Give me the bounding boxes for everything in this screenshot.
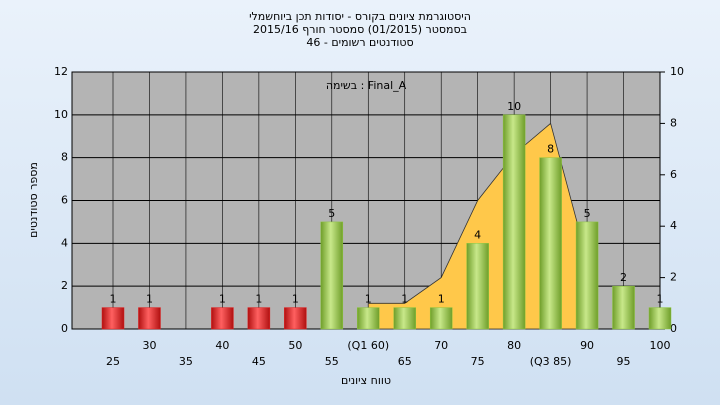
bar xyxy=(138,307,161,330)
x-tick-label: 25 xyxy=(106,355,120,368)
data-label: 2 xyxy=(620,271,627,284)
y-tick-label: 4 xyxy=(61,236,68,249)
chart-subtitle: סטודנטים רשומים - 46 xyxy=(306,36,413,49)
data-label: 1 xyxy=(110,293,117,306)
bar xyxy=(284,307,307,330)
x-tick-label: 65 xyxy=(398,355,412,368)
x-tick-label: 30 xyxy=(142,339,156,352)
bar xyxy=(320,221,344,330)
annotation: בשימה : Final_A xyxy=(326,79,407,92)
y2-tick-label: 10 xyxy=(670,65,684,78)
data-label: 5 xyxy=(328,207,335,220)
data-label: 1 xyxy=(255,293,262,306)
x-tick-label: 90 xyxy=(580,339,594,352)
data-label: 1 xyxy=(401,293,408,306)
data-label: 1 xyxy=(365,293,372,306)
y-tick-label: 8 xyxy=(61,151,68,164)
bar xyxy=(429,307,453,330)
bar xyxy=(575,221,599,330)
bar xyxy=(393,307,416,330)
data-label: 8 xyxy=(547,143,554,156)
x-tick-label: (Q1 60) xyxy=(347,339,389,352)
bar xyxy=(357,307,380,330)
bar xyxy=(247,307,271,330)
data-label: 10 xyxy=(507,100,521,113)
chart-subtitle: בסמסטר (01/2015) סמסטר חורף 2015/16 xyxy=(253,23,467,36)
data-label: 1 xyxy=(657,293,664,306)
bar xyxy=(101,307,125,330)
y2-tick-label: 0 xyxy=(670,322,677,335)
data-label: 4 xyxy=(474,228,481,241)
x-tick-label: 45 xyxy=(252,355,266,368)
y-tick-label: 0 xyxy=(61,322,68,335)
x-tick-label: 75 xyxy=(471,355,485,368)
x-tick-label: 95 xyxy=(617,355,631,368)
bar xyxy=(211,307,234,330)
y-tick-label: 12 xyxy=(54,65,68,78)
data-label: 1 xyxy=(146,293,153,306)
bar xyxy=(502,114,526,330)
x-tick-label: 70 xyxy=(434,339,448,352)
data-label: 1 xyxy=(438,293,445,306)
x-tick-label: 80 xyxy=(507,339,521,352)
y-tick-label: 10 xyxy=(54,108,68,121)
y-tick-label: 6 xyxy=(61,194,68,207)
x-tick-label: 55 xyxy=(325,355,339,368)
bar xyxy=(648,307,672,330)
data-label: 1 xyxy=(219,293,226,306)
y2-tick-label: 8 xyxy=(670,116,677,129)
x-tick-label: (Q3 85) xyxy=(530,355,572,368)
x-axis-label: טווח ציונים xyxy=(341,374,391,387)
chart-title: היסטוגרמת ציונים בקורס - יסודות תכן ביוח… xyxy=(249,10,471,23)
y2-tick-label: 2 xyxy=(670,271,677,284)
y-axis-label: מספר סטודנטים xyxy=(27,162,40,238)
y2-tick-label: 4 xyxy=(670,219,677,232)
x-tick-label: 35 xyxy=(179,355,193,368)
bar xyxy=(539,157,562,330)
x-tick-label: 50 xyxy=(288,339,302,352)
bar xyxy=(612,285,635,330)
data-label: 1 xyxy=(292,293,299,306)
data-label: 5 xyxy=(584,207,591,220)
x-tick-label: 100 xyxy=(650,339,671,352)
y2-tick-label: 6 xyxy=(670,168,677,181)
x-tick-label: 40 xyxy=(215,339,229,352)
y-tick-label: 2 xyxy=(61,279,68,292)
bar xyxy=(466,243,489,330)
